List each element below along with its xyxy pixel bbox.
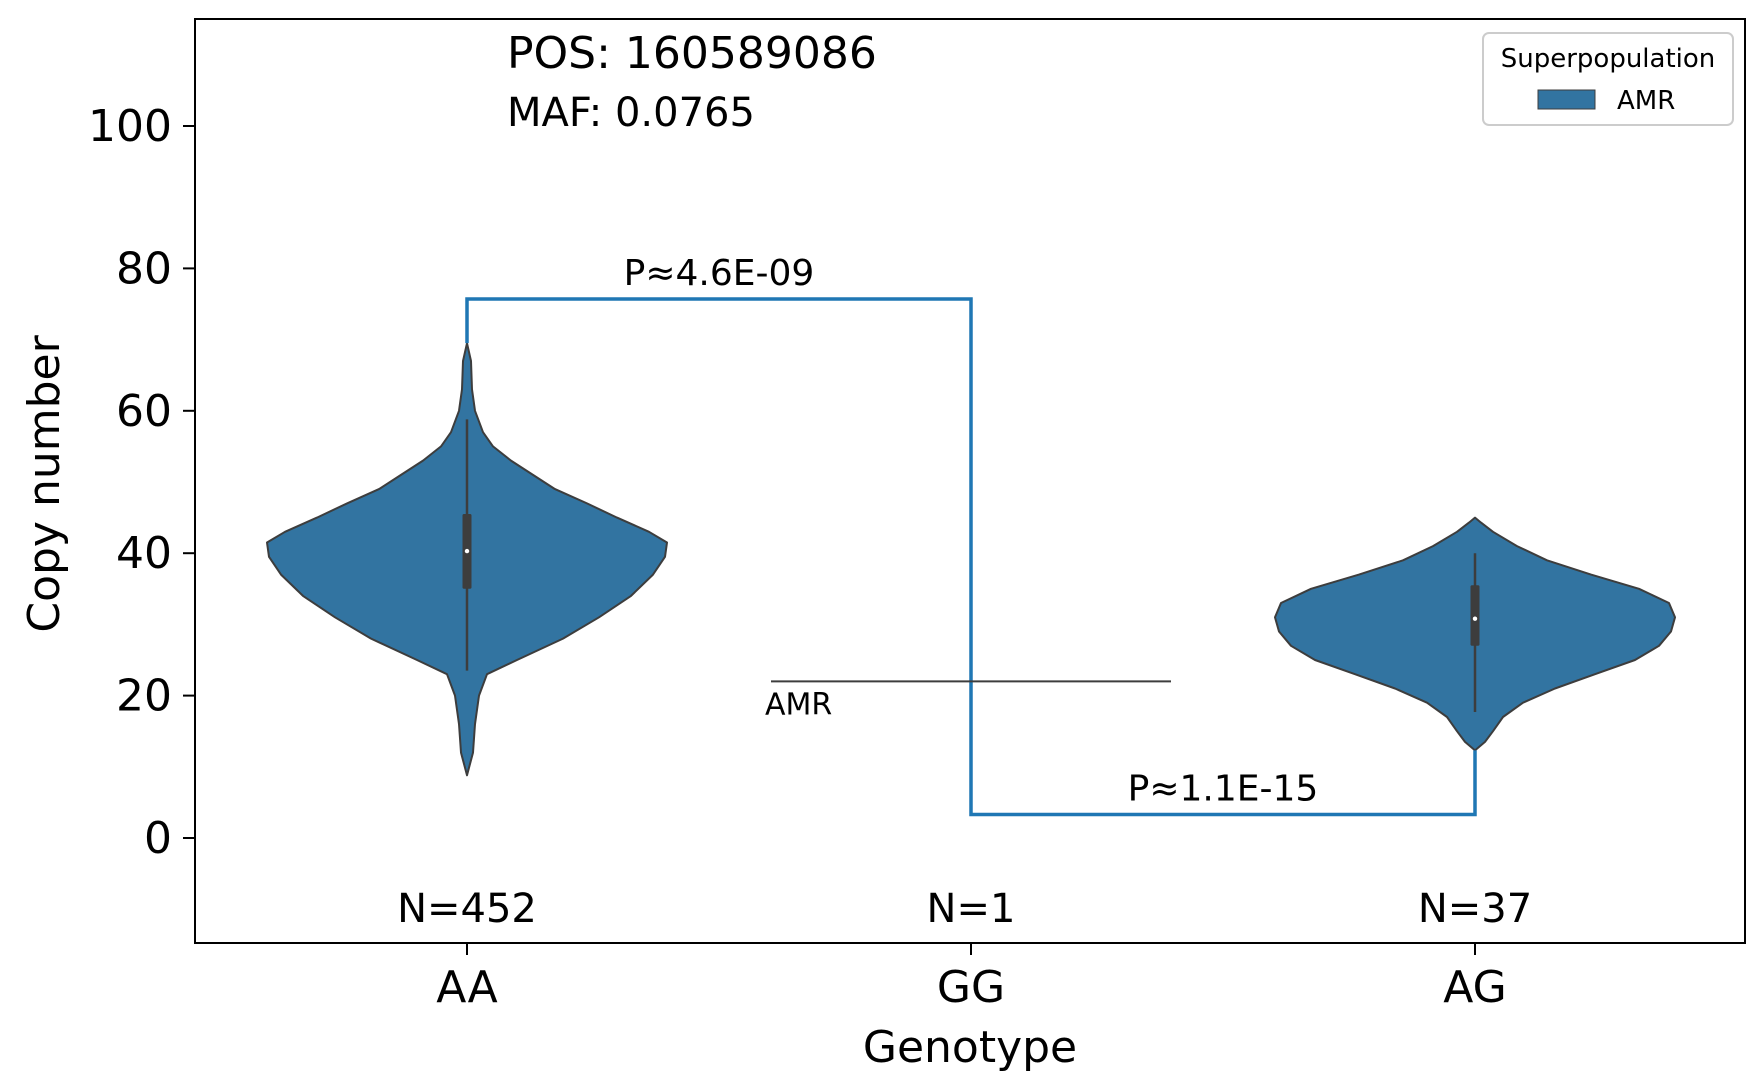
violin-median-aa (464, 548, 470, 554)
violin-median-ag (1472, 616, 1478, 621)
legend-title: Superpopulation (1501, 44, 1716, 74)
x-tick-label: AA (436, 962, 497, 1013)
count-label: N=37 (1418, 886, 1532, 932)
x-tick-label: AG (1443, 962, 1506, 1013)
y-tick-label: 40 (116, 528, 172, 579)
comparison-aa-gg-bracket (465, 297, 973, 682)
y-tick-label: 20 (116, 671, 172, 722)
x-axis-label: Genotype (863, 1022, 1077, 1073)
count-label: N=1 (927, 886, 1016, 932)
x-axis: AA GG AG (436, 943, 1507, 1013)
count-labels: N=452 N=1 N=37 (397, 886, 1532, 932)
x-tick-label: GG (937, 962, 1005, 1013)
comparison-gg-ag-bracket (969, 681, 1477, 817)
y-tick-label: 0 (144, 813, 172, 864)
comparison-gg-ag-pvalue: P≈1.1E-15 (1128, 769, 1319, 810)
y-tick-label: 100 (88, 101, 172, 152)
comparison-brackets: P≈4.6E-09 P≈1.1E-15 (465, 253, 1477, 817)
y-tick-label: 60 (116, 386, 172, 437)
pos-annotation: POS: 160589086 (507, 28, 877, 79)
maf-annotation: MAF: 0.0765 (507, 90, 755, 136)
legend-swatch-amr (1537, 89, 1596, 110)
legend-label-amr: AMR (1617, 86, 1675, 116)
gg-point-label: AMR (765, 687, 832, 722)
legend: Superpopulation AMR (1482, 32, 1734, 126)
y-tick-label: 80 (116, 243, 172, 294)
gg-marker-group: AMR (765, 680, 1171, 722)
count-label: N=452 (397, 886, 537, 932)
y-axis-label: Copy number (19, 334, 70, 632)
violin-iqr-box-ag (1470, 585, 1480, 646)
comparison-aa-gg-pvalue: P≈4.6E-09 (624, 253, 815, 294)
violin-layer (266, 342, 1676, 777)
y-axis: 0 20 40 60 80 100 (88, 101, 195, 864)
